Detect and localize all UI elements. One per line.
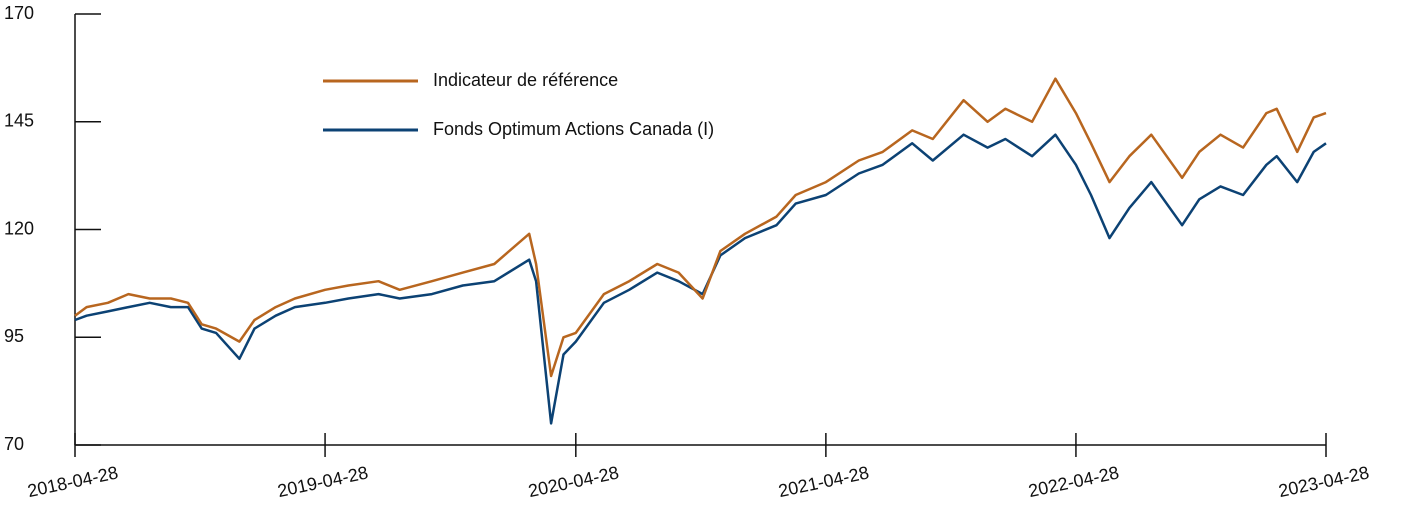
- y-tick-label: 170: [4, 3, 34, 23]
- y-tick-label: 145: [4, 111, 34, 131]
- y-tick-label: 95: [4, 326, 24, 346]
- legend-label: Fonds Optimum Actions Canada (I): [433, 119, 714, 139]
- x-tick-label: 2018-04-28: [26, 462, 120, 501]
- y-tick-label: 70: [4, 434, 24, 454]
- line-series: [74, 77, 1327, 378]
- legend-label: Indicateur de référence: [433, 70, 618, 90]
- x-tick-label: 2021-04-28: [777, 462, 871, 501]
- x-tick-label: 2020-04-28: [526, 462, 620, 501]
- x-tick-label: 2022-04-28: [1027, 462, 1121, 501]
- x-tick-label: 2019-04-28: [276, 462, 370, 501]
- y-tick-label: 120: [4, 218, 34, 238]
- line-series: [74, 133, 1327, 425]
- x-tick-label: 2023-04-28: [1277, 462, 1371, 501]
